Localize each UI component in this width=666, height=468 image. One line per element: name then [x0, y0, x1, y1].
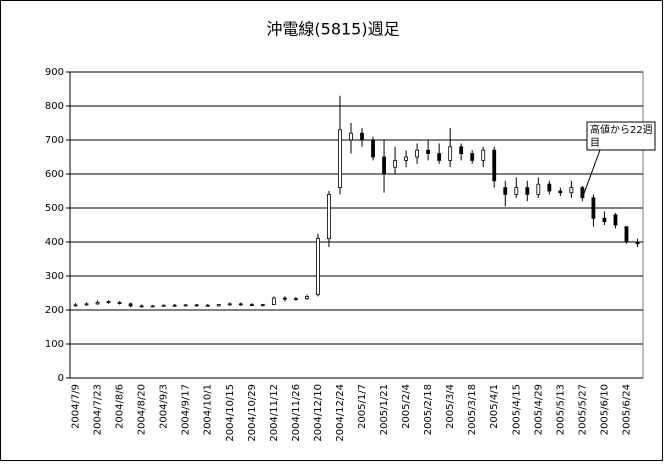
chart-title: 沖電線(5815)週足 — [266, 20, 399, 39]
y-tick-label: 900 — [45, 67, 64, 78]
candle-body — [128, 303, 133, 307]
y-tick-label: 700 — [45, 135, 64, 146]
candle-body — [371, 139, 375, 158]
candle-body — [602, 217, 607, 222]
annotation-line: 目 — [590, 138, 600, 149]
candle-body — [183, 304, 188, 307]
candle-body — [260, 304, 265, 306]
candle-body — [150, 305, 155, 308]
candle-body — [349, 132, 353, 141]
candle-body — [591, 197, 596, 219]
y-tick-label: 100 — [45, 339, 64, 350]
candle-body — [404, 156, 408, 161]
candle-body — [194, 304, 199, 307]
candle-body — [316, 238, 320, 296]
candle-body — [106, 301, 111, 303]
candle-body — [271, 297, 276, 305]
x-tick-label: 2005/3/18 — [467, 384, 478, 435]
candle-body — [569, 187, 574, 194]
x-tick-label: 2004/11/12 — [269, 384, 280, 442]
x-tick-label: 2005/4/1 — [489, 384, 500, 429]
candle-body — [492, 149, 497, 182]
candle-body — [613, 214, 618, 226]
candle-body — [139, 305, 144, 308]
candle-body — [481, 149, 486, 161]
candle-body — [437, 153, 442, 161]
x-tick-label: 2004/8/6 — [115, 384, 126, 429]
x-tick-label: 2004/10/15 — [225, 384, 236, 442]
candle-body — [95, 302, 100, 305]
candle-body — [393, 159, 397, 168]
x-tick-label: 2005/6/10 — [599, 384, 610, 435]
annotation-box — [586, 121, 656, 151]
candle-body — [459, 146, 464, 155]
candle-body — [84, 303, 89, 306]
x-tick-label: 2005/1/21 — [379, 384, 390, 435]
y-tick-label: 600 — [45, 169, 64, 180]
annotation-leader — [581, 149, 601, 198]
candle-body — [238, 303, 243, 306]
x-tick-label: 2004/12/10 — [313, 384, 324, 442]
candle-body — [382, 156, 386, 175]
candle-body — [448, 146, 453, 161]
y-tick-label: 500 — [45, 203, 64, 214]
candle-body — [327, 193, 331, 239]
y-tick-label: 400 — [45, 237, 64, 248]
candle-body — [172, 304, 177, 307]
x-tick-label: 2004/7/23 — [93, 384, 104, 435]
candle-body — [227, 303, 232, 306]
x-tick-label: 2005/2/4 — [401, 384, 412, 429]
candle-body — [293, 298, 298, 300]
x-tick-label: 2004/9/17 — [181, 384, 192, 435]
candle-body — [338, 129, 342, 189]
x-tick-label: 2004/8/20 — [137, 384, 148, 435]
candle-body — [415, 149, 420, 158]
x-tick-label: 2005/6/24 — [621, 384, 632, 435]
y-tick-label: 800 — [45, 101, 64, 112]
candle-body — [470, 153, 475, 161]
x-tick-label: 2005/5/13 — [555, 384, 566, 435]
candle-body — [216, 304, 221, 307]
candle-body — [305, 295, 309, 299]
y-tick-label: 300 — [45, 271, 64, 282]
y-tick-label: 200 — [45, 305, 64, 316]
candle-body — [547, 183, 552, 192]
x-tick-label: 2004/11/26 — [291, 384, 302, 442]
candle-body — [536, 183, 541, 195]
candle-body — [117, 302, 122, 304]
x-tick-label: 2005/1/7 — [357, 384, 368, 429]
x-tick-label: 2005/3/4 — [445, 384, 456, 429]
x-tick-label: 2004/7/9 — [71, 384, 82, 429]
candle-body — [503, 187, 508, 195]
candle-body — [426, 149, 431, 154]
candle-body — [525, 187, 530, 195]
candle-body — [249, 304, 254, 306]
candle-body — [558, 190, 563, 194]
y-tick-label: 0 — [58, 373, 64, 384]
x-tick-label: 2005/4/29 — [533, 384, 544, 435]
x-tick-label: 2005/2/18 — [423, 384, 434, 435]
candle-body — [161, 304, 166, 307]
x-tick-label: 2004/10/29 — [247, 384, 258, 442]
annotation-text: 高値から22週目 — [590, 123, 653, 149]
x-tick-label: 2005/5/27 — [577, 384, 588, 435]
x-tick-label: 2004/9/3 — [159, 384, 170, 429]
candle-body — [360, 132, 364, 141]
x-tick-label: 2005/4/15 — [511, 384, 522, 435]
candle-body — [514, 187, 519, 195]
candle-body — [205, 304, 210, 307]
annotation-line: 高値から22週 — [590, 123, 653, 136]
x-tick-label: 2004/12/24 — [335, 384, 346, 442]
plot-area — [69, 71, 644, 379]
candle-body — [282, 297, 287, 300]
candle-body — [73, 304, 78, 307]
candle-body — [635, 241, 640, 245]
candle-body — [624, 226, 629, 243]
x-tick-label: 2004/10/1 — [203, 384, 214, 435]
